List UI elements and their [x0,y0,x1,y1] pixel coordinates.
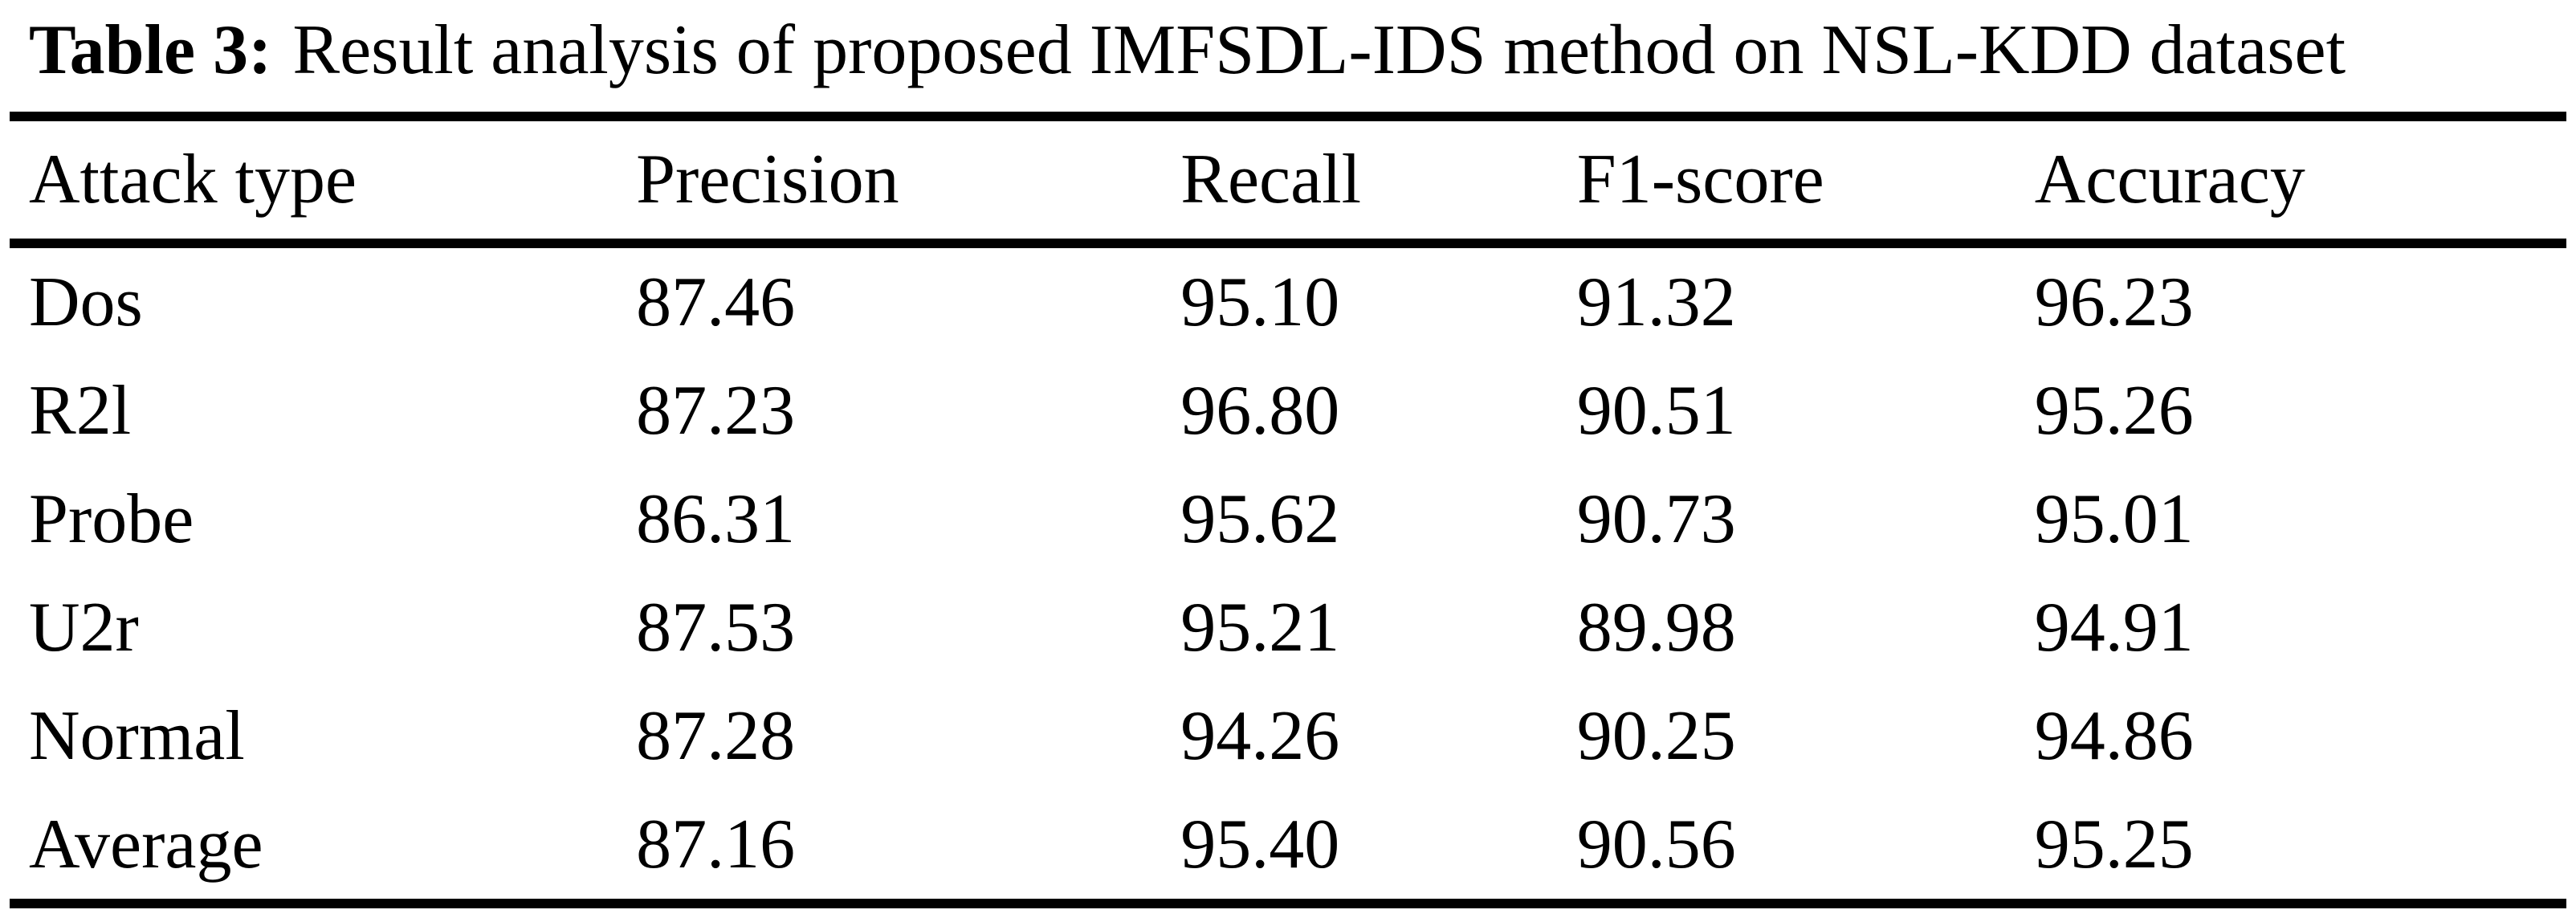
table-row: U2r 87.53 95.21 89.98 94.91 [10,573,2566,682]
cell-f1-score: 90.73 [1576,479,1736,558]
cell-f1-score: 91.32 [1576,263,1736,341]
column-header-attack-type: Attack type [10,116,637,248]
cell-attack-type: Dos [29,263,143,341]
column-header-precision: Precision [636,116,1181,248]
cell-recall: 95.40 [1180,805,1340,883]
table-caption-text: Result analysis of proposed IMFSDL-IDS m… [292,11,2346,89]
cell-attack-type: R2l [29,371,132,450]
cell-recall: 94.26 [1180,696,1340,775]
table-row: R2l 87.23 96.80 90.51 95.26 [10,357,2566,465]
cell-accuracy: 94.86 [2034,696,2194,775]
cell-f1-score: 90.25 [1576,696,1736,775]
cell-f1-score: 90.56 [1576,805,1736,883]
cell-attack-type: Probe [29,479,194,558]
cell-recall: 96.80 [1180,371,1340,450]
header-row: Attack type Precision Recall F1-score Ac… [10,116,2566,248]
cell-accuracy: 95.01 [2034,479,2194,558]
cell-precision: 87.46 [636,263,796,341]
cell-recall: 95.21 [1180,588,1340,667]
cell-accuracy: 95.26 [2034,371,2194,450]
cell-f1-score: 90.51 [1576,371,1736,450]
column-header-f1-score: F1-score [1576,116,2035,248]
cell-attack-type: Average [29,805,263,883]
cell-recall: 95.10 [1180,263,1340,341]
results-table: Attack type Precision Recall F1-score Ac… [10,111,2566,908]
cell-precision: 87.28 [636,696,796,775]
cell-accuracy: 96.23 [2034,263,2194,341]
cell-precision: 87.23 [636,371,796,450]
cell-accuracy: 95.25 [2034,805,2194,883]
cell-precision: 86.31 [636,479,796,558]
table-row: Probe 86.31 95.62 90.73 95.01 [10,465,2566,573]
cell-attack-type: Normal [29,696,245,775]
column-header-accuracy: Accuracy [2034,116,2566,248]
table-caption-label: Table 3: [29,11,272,89]
cell-f1-score: 89.98 [1576,588,1736,667]
table-row: Dos 87.46 95.10 91.32 96.23 [10,243,2566,357]
table-caption: Table 3: Result analysis of proposed IMFS… [29,11,2566,91]
cell-attack-type: U2r [29,588,139,667]
cell-accuracy: 94.91 [2034,588,2194,667]
cell-precision: 87.16 [636,805,796,883]
table-row: Normal 87.28 94.26 90.25 94.86 [10,682,2566,790]
cell-recall: 95.62 [1180,479,1340,558]
cell-precision: 87.53 [636,588,796,667]
table-row: Average 87.16 95.40 90.56 95.25 [10,790,2566,904]
column-header-recall: Recall [1180,116,1577,248]
